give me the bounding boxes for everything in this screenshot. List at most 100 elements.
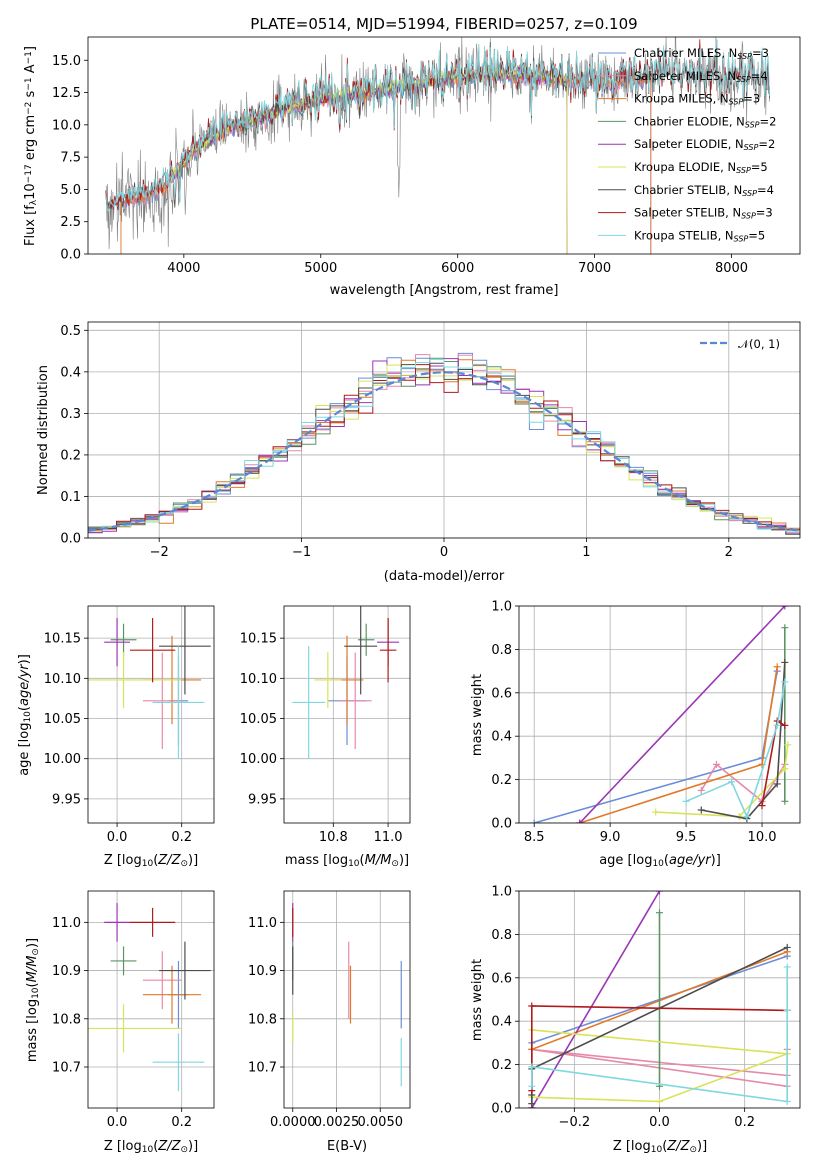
errorbar-point <box>314 651 342 709</box>
y-tick-label: 0.2 <box>491 1058 512 1073</box>
legend-entry: Chabrier STELIB, NSSP=4 <box>634 183 774 198</box>
x-tick-label: 0.0 <box>649 1115 670 1130</box>
mass-weight-marker <box>783 1006 791 1014</box>
spectrum-axes: 4000 5000 6000 7000 8000 0.0 2.5 5.0 7.5 10.0 12.5… <box>52 54 748 276</box>
y-tick-label: 1.0 <box>491 885 512 900</box>
mass-weight-marker <box>682 797 690 805</box>
mass_vs_Z-panel: 0.0 0.2 10.7 10.8 10.9 11.0 <box>52 890 215 1130</box>
errorbar-point <box>379 618 397 683</box>
y-tick-label: 11.0 <box>52 916 81 931</box>
errorbar-point <box>142 652 182 750</box>
axes-frame <box>87 605 215 824</box>
errorbar-point <box>110 623 137 656</box>
x-tick-label: 0.0 <box>107 1115 128 1130</box>
errorbar-point <box>159 941 211 1000</box>
y-tick-label: 0.6 <box>491 686 512 701</box>
x-tick-label: −2 <box>150 545 169 560</box>
x-tick-label: 9.0 <box>600 830 621 845</box>
y-tick-label: 2.5 <box>60 215 81 230</box>
x-tick-label: 0.0025 <box>314 1115 360 1130</box>
y-tick-label: 5.0 <box>60 183 81 198</box>
legend-entry: Salpeter ELODIE, NSSP=2 <box>634 137 775 152</box>
mass-weight-marker <box>781 797 789 805</box>
y-tick-label: 10.9 <box>52 964 81 979</box>
mw_vs_Z-axes: −0.2 0.0 0.2 0.0 0.2 0.4 0.6 0.8 1.0 <box>491 885 755 1131</box>
y-axis-label: Flux [fλ10−17 erg cm−2 s−1 A−1] <box>23 46 39 246</box>
y-tick-label: 10.0 <box>52 118 81 133</box>
mass-weight-marker <box>781 658 789 666</box>
x-tick-label: 0.2 <box>171 1115 192 1130</box>
y-tick-label: 11.0 <box>248 916 277 931</box>
residual-histogram-step <box>88 362 800 535</box>
x-tick-label: 0.2 <box>734 1115 755 1130</box>
axes-frame <box>518 605 801 824</box>
mass-weight-marker <box>784 741 792 749</box>
y-tick-label: 9.95 <box>248 792 277 807</box>
mass-weight-line <box>579 666 778 823</box>
y-tick-label: 10.7 <box>52 1061 81 1076</box>
mass-weight-line <box>761 719 786 806</box>
errorbar-point <box>159 606 211 695</box>
x-axis-label: Z [log10(Z/Z⊙)] <box>104 853 198 869</box>
y-axis-label: Normed distribution <box>36 365 51 495</box>
mw_vs_Z-plot-area <box>519 891 800 1108</box>
x-tick-label: 2 <box>725 545 733 560</box>
model-spectrum-line <box>105 40 770 212</box>
mass-weight-marker <box>758 802 766 810</box>
y-tick-label: 9.95 <box>52 792 81 807</box>
mass-weight-marker <box>781 721 789 729</box>
axes-frame <box>87 321 801 539</box>
normal-distribution-curve <box>88 371 800 532</box>
y-tick-label: 10.00 <box>240 752 277 767</box>
mass-weight-marker <box>773 721 781 729</box>
errorbar-point <box>130 618 176 683</box>
legend-entry: Kroupa STELIB, NSSP=5 <box>634 228 765 243</box>
y-axis-label: mass [log10(M/M⊙)] <box>25 938 41 1062</box>
x-tick-label: 4000 <box>167 261 200 276</box>
mass-weight-marker <box>781 624 789 632</box>
residual-histogram-step <box>88 358 800 532</box>
chart-title: PLATE=0514, MJD=51994, FIBERID=0257, z=0… <box>250 15 637 33</box>
spectrum-panel: 4000 5000 6000 7000 8000 0.0 2.5 5.0 7.5 10.0 12.5… <box>52 36 801 276</box>
axes-frame <box>283 890 411 1109</box>
legend-entry: Salpeter STELIB, NSSP=3 <box>634 206 773 221</box>
mass-weight-marker <box>656 891 663 895</box>
x-tick-label: 0.0050 <box>358 1115 404 1130</box>
x-tick-label: 9.5 <box>676 830 697 845</box>
y-tick-label: 10.8 <box>52 1012 81 1027</box>
y-tick-label: 0.0 <box>491 1102 512 1117</box>
y-tick-label: 0.8 <box>491 643 512 658</box>
y-tick-label: 0.1 <box>60 490 81 505</box>
x-tick-label: 8000 <box>715 261 748 276</box>
mass-weight-line <box>655 744 789 818</box>
mass-weight-line <box>531 1029 788 1103</box>
x-axis-label: wavelength [Angstrom, rest frame] <box>330 283 559 298</box>
residuals-axes: −2 −1 0 1 2 0.0 0.1 0.2 0.3 0.4 0.5 <box>60 324 733 560</box>
legend-entry: Kroupa MILES, NSSP=3 <box>634 92 760 107</box>
y-axis-label: mass weight <box>470 959 485 1041</box>
y-tick-label: 10.15 <box>240 632 277 647</box>
errorbar-point <box>142 951 182 1010</box>
x-tick-label: −0.2 <box>559 1115 591 1130</box>
residuals-panel: −2 −1 0 1 2 0.0 0.1 0.2 0.3 0.4 0.5 𝒩(0, 1) <box>60 321 801 560</box>
mass-weight-marker <box>656 1097 663 1105</box>
mass-weight-marker <box>783 963 791 971</box>
spectrum-legend: Chabrier MILES, NSSP=3 Salpeter MILES, NS… <box>598 46 776 243</box>
y-tick-label: 10.8 <box>248 1012 277 1027</box>
x-axis-label: Z [log10(Z/Z⊙)] <box>613 1139 707 1155</box>
errorbar-point <box>142 965 202 1024</box>
y-tick-label: 10.7 <box>248 1061 277 1076</box>
x-tick-label: 10.8 <box>319 830 348 845</box>
mass-weight-line <box>533 670 778 823</box>
y-tick-label: 0.0 <box>491 817 512 832</box>
legend-entry: Kroupa ELODIE, NSSP=5 <box>634 160 768 175</box>
mass-weight-marker <box>530 819 538 823</box>
x-axis-label: Z [log10(Z/Z⊙)] <box>104 1139 198 1155</box>
y-tick-label: 0.2 <box>60 448 81 463</box>
y-tick-label: 0.8 <box>491 928 512 943</box>
mass-weight-marker <box>773 663 781 671</box>
y-tick-label: 10.05 <box>240 712 277 727</box>
age_vs_Z-panel: 0.0 0.2 9.95 10.00 10.05 10.10 10.15 <box>44 605 215 845</box>
x-axis-label: E(B-V) <box>327 1139 367 1154</box>
